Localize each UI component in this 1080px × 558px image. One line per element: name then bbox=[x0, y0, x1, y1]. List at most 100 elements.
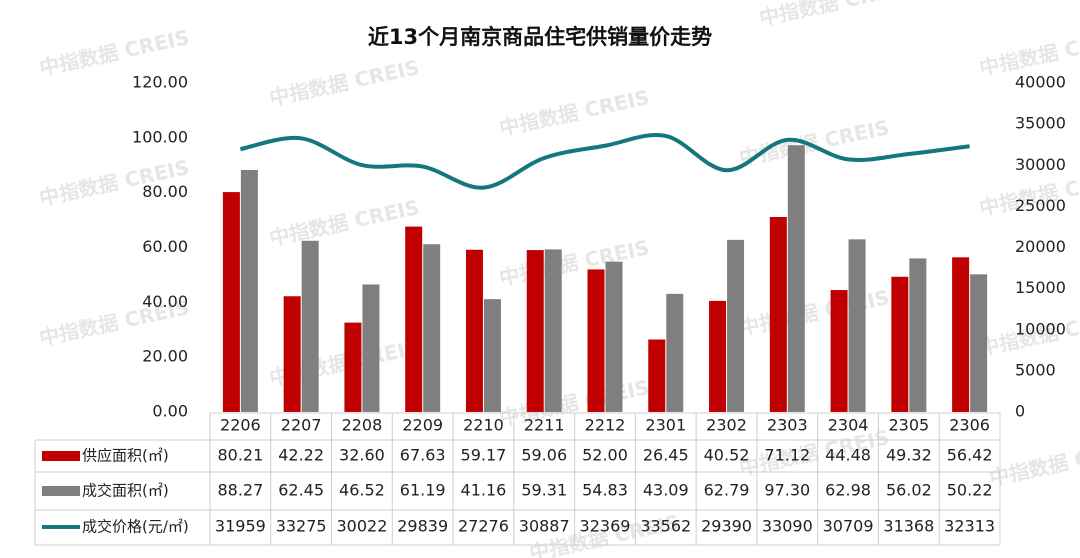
bar bbox=[405, 226, 423, 412]
x-tick-label: 2209 bbox=[402, 416, 443, 435]
table-value: 62.79 bbox=[704, 481, 750, 500]
table-value: 33090 bbox=[762, 517, 813, 536]
bar bbox=[587, 269, 605, 412]
y2-tick-label: 40000 bbox=[1015, 73, 1066, 92]
x-tick-label: 2212 bbox=[585, 416, 626, 435]
y2-tick-label: 0 bbox=[1015, 402, 1025, 421]
watermark: 中指数据 CREIS bbox=[737, 285, 891, 340]
watermark: 中指数据 CREIS bbox=[987, 435, 1080, 490]
watermark: 中指数据 CREIS bbox=[497, 235, 651, 290]
table-value: 30022 bbox=[336, 517, 387, 536]
y2-tick-label: 25000 bbox=[1015, 196, 1066, 215]
x-tick-label: 2303 bbox=[767, 416, 808, 435]
table-value: 88.27 bbox=[217, 481, 263, 500]
y-tick-label: 100.00 bbox=[132, 127, 188, 146]
watermark: 中指数据 CREIS bbox=[497, 85, 651, 140]
table-value: 71.12 bbox=[764, 446, 810, 465]
bar bbox=[787, 145, 805, 412]
bar bbox=[909, 258, 927, 412]
table-value: 41.16 bbox=[461, 481, 507, 500]
x-tick-label: 2208 bbox=[342, 416, 383, 435]
x-tick-label: 2302 bbox=[706, 416, 747, 435]
bar bbox=[709, 300, 727, 412]
table-value: 61.19 bbox=[400, 481, 446, 500]
table-value: 31959 bbox=[215, 517, 266, 536]
bar bbox=[769, 217, 787, 412]
bar bbox=[283, 296, 301, 412]
y2-tick-label: 30000 bbox=[1015, 155, 1066, 174]
bar bbox=[362, 284, 380, 412]
table-value: 46.52 bbox=[339, 481, 385, 500]
watermark: 中指数据 CREIS bbox=[267, 195, 421, 250]
x-tick-label: 2305 bbox=[888, 416, 929, 435]
table-value: 59.17 bbox=[461, 446, 507, 465]
bar bbox=[222, 192, 240, 412]
table-value: 97.30 bbox=[764, 481, 810, 500]
table-value: 40.52 bbox=[704, 446, 750, 465]
table-value: 26.45 bbox=[643, 446, 689, 465]
watermark: 中指数据 CREIS bbox=[737, 115, 891, 170]
bar bbox=[344, 322, 362, 412]
bar bbox=[301, 240, 319, 412]
table-value: 27276 bbox=[458, 517, 509, 536]
legend-swatch bbox=[42, 451, 80, 461]
bar bbox=[544, 249, 562, 412]
legend-label: 成交价格(元/㎡) bbox=[82, 518, 189, 536]
watermark: 中指数据 CREIS bbox=[267, 55, 421, 110]
bar bbox=[727, 239, 745, 412]
table-value: 67.63 bbox=[400, 446, 446, 465]
legend-swatch bbox=[42, 486, 80, 496]
table-value: 32369 bbox=[580, 517, 631, 536]
x-tick-label: 2210 bbox=[463, 416, 504, 435]
bar bbox=[605, 261, 623, 412]
bar bbox=[526, 250, 544, 412]
bar bbox=[240, 169, 258, 412]
table-value: 59.31 bbox=[521, 481, 567, 500]
y-tick-label: 80.00 bbox=[142, 182, 188, 201]
x-tick-label: 2301 bbox=[645, 416, 686, 435]
table-value: 62.98 bbox=[825, 481, 871, 500]
table-value: 32313 bbox=[944, 517, 995, 536]
bar bbox=[648, 339, 666, 412]
table-value: 33275 bbox=[276, 517, 327, 536]
table-value: 54.83 bbox=[582, 481, 628, 500]
table-value: 29839 bbox=[397, 517, 448, 536]
table-value: 30709 bbox=[823, 517, 874, 536]
y2-tick-label: 20000 bbox=[1015, 237, 1066, 256]
y2-tick-label: 15000 bbox=[1015, 278, 1066, 297]
price-line bbox=[239, 133, 970, 190]
bar bbox=[891, 276, 909, 412]
bar bbox=[952, 257, 970, 412]
legend-label: 成交面积(㎡) bbox=[82, 482, 169, 500]
legend-label: 供应面积(㎡) bbox=[82, 447, 169, 465]
y-tick-label: 40.00 bbox=[142, 292, 188, 311]
table-value: 44.48 bbox=[825, 446, 871, 465]
y2-tick-label: 5000 bbox=[1015, 360, 1056, 379]
bar bbox=[666, 293, 684, 412]
table-value: 56.02 bbox=[886, 481, 932, 500]
y-tick-label: 120.00 bbox=[132, 73, 188, 92]
bar bbox=[848, 239, 866, 412]
y-tick-label: 60.00 bbox=[142, 237, 188, 256]
x-tick-label: 2304 bbox=[828, 416, 869, 435]
x-tick-label: 2211 bbox=[524, 416, 565, 435]
table-value: 42.22 bbox=[278, 446, 324, 465]
bar bbox=[423, 244, 441, 412]
y2-tick-label: 35000 bbox=[1015, 114, 1066, 133]
table-value: 50.22 bbox=[947, 481, 993, 500]
table-value: 29390 bbox=[701, 517, 752, 536]
table-value: 52.00 bbox=[582, 446, 628, 465]
table-value: 59.06 bbox=[521, 446, 567, 465]
x-tick-label: 2306 bbox=[949, 416, 990, 435]
table-value: 49.32 bbox=[886, 446, 932, 465]
x-tick-label: 2207 bbox=[281, 416, 322, 435]
table-value: 31368 bbox=[883, 517, 934, 536]
table-value: 33562 bbox=[640, 517, 691, 536]
table-value: 56.42 bbox=[947, 446, 993, 465]
x-tick-label: 2206 bbox=[220, 416, 261, 435]
y-tick-label: 0.00 bbox=[152, 402, 188, 421]
y2-tick-label: 10000 bbox=[1015, 319, 1066, 338]
table-value: 80.21 bbox=[217, 446, 263, 465]
watermark: 中指数据 CREIS bbox=[757, 0, 911, 30]
bar bbox=[830, 290, 848, 412]
